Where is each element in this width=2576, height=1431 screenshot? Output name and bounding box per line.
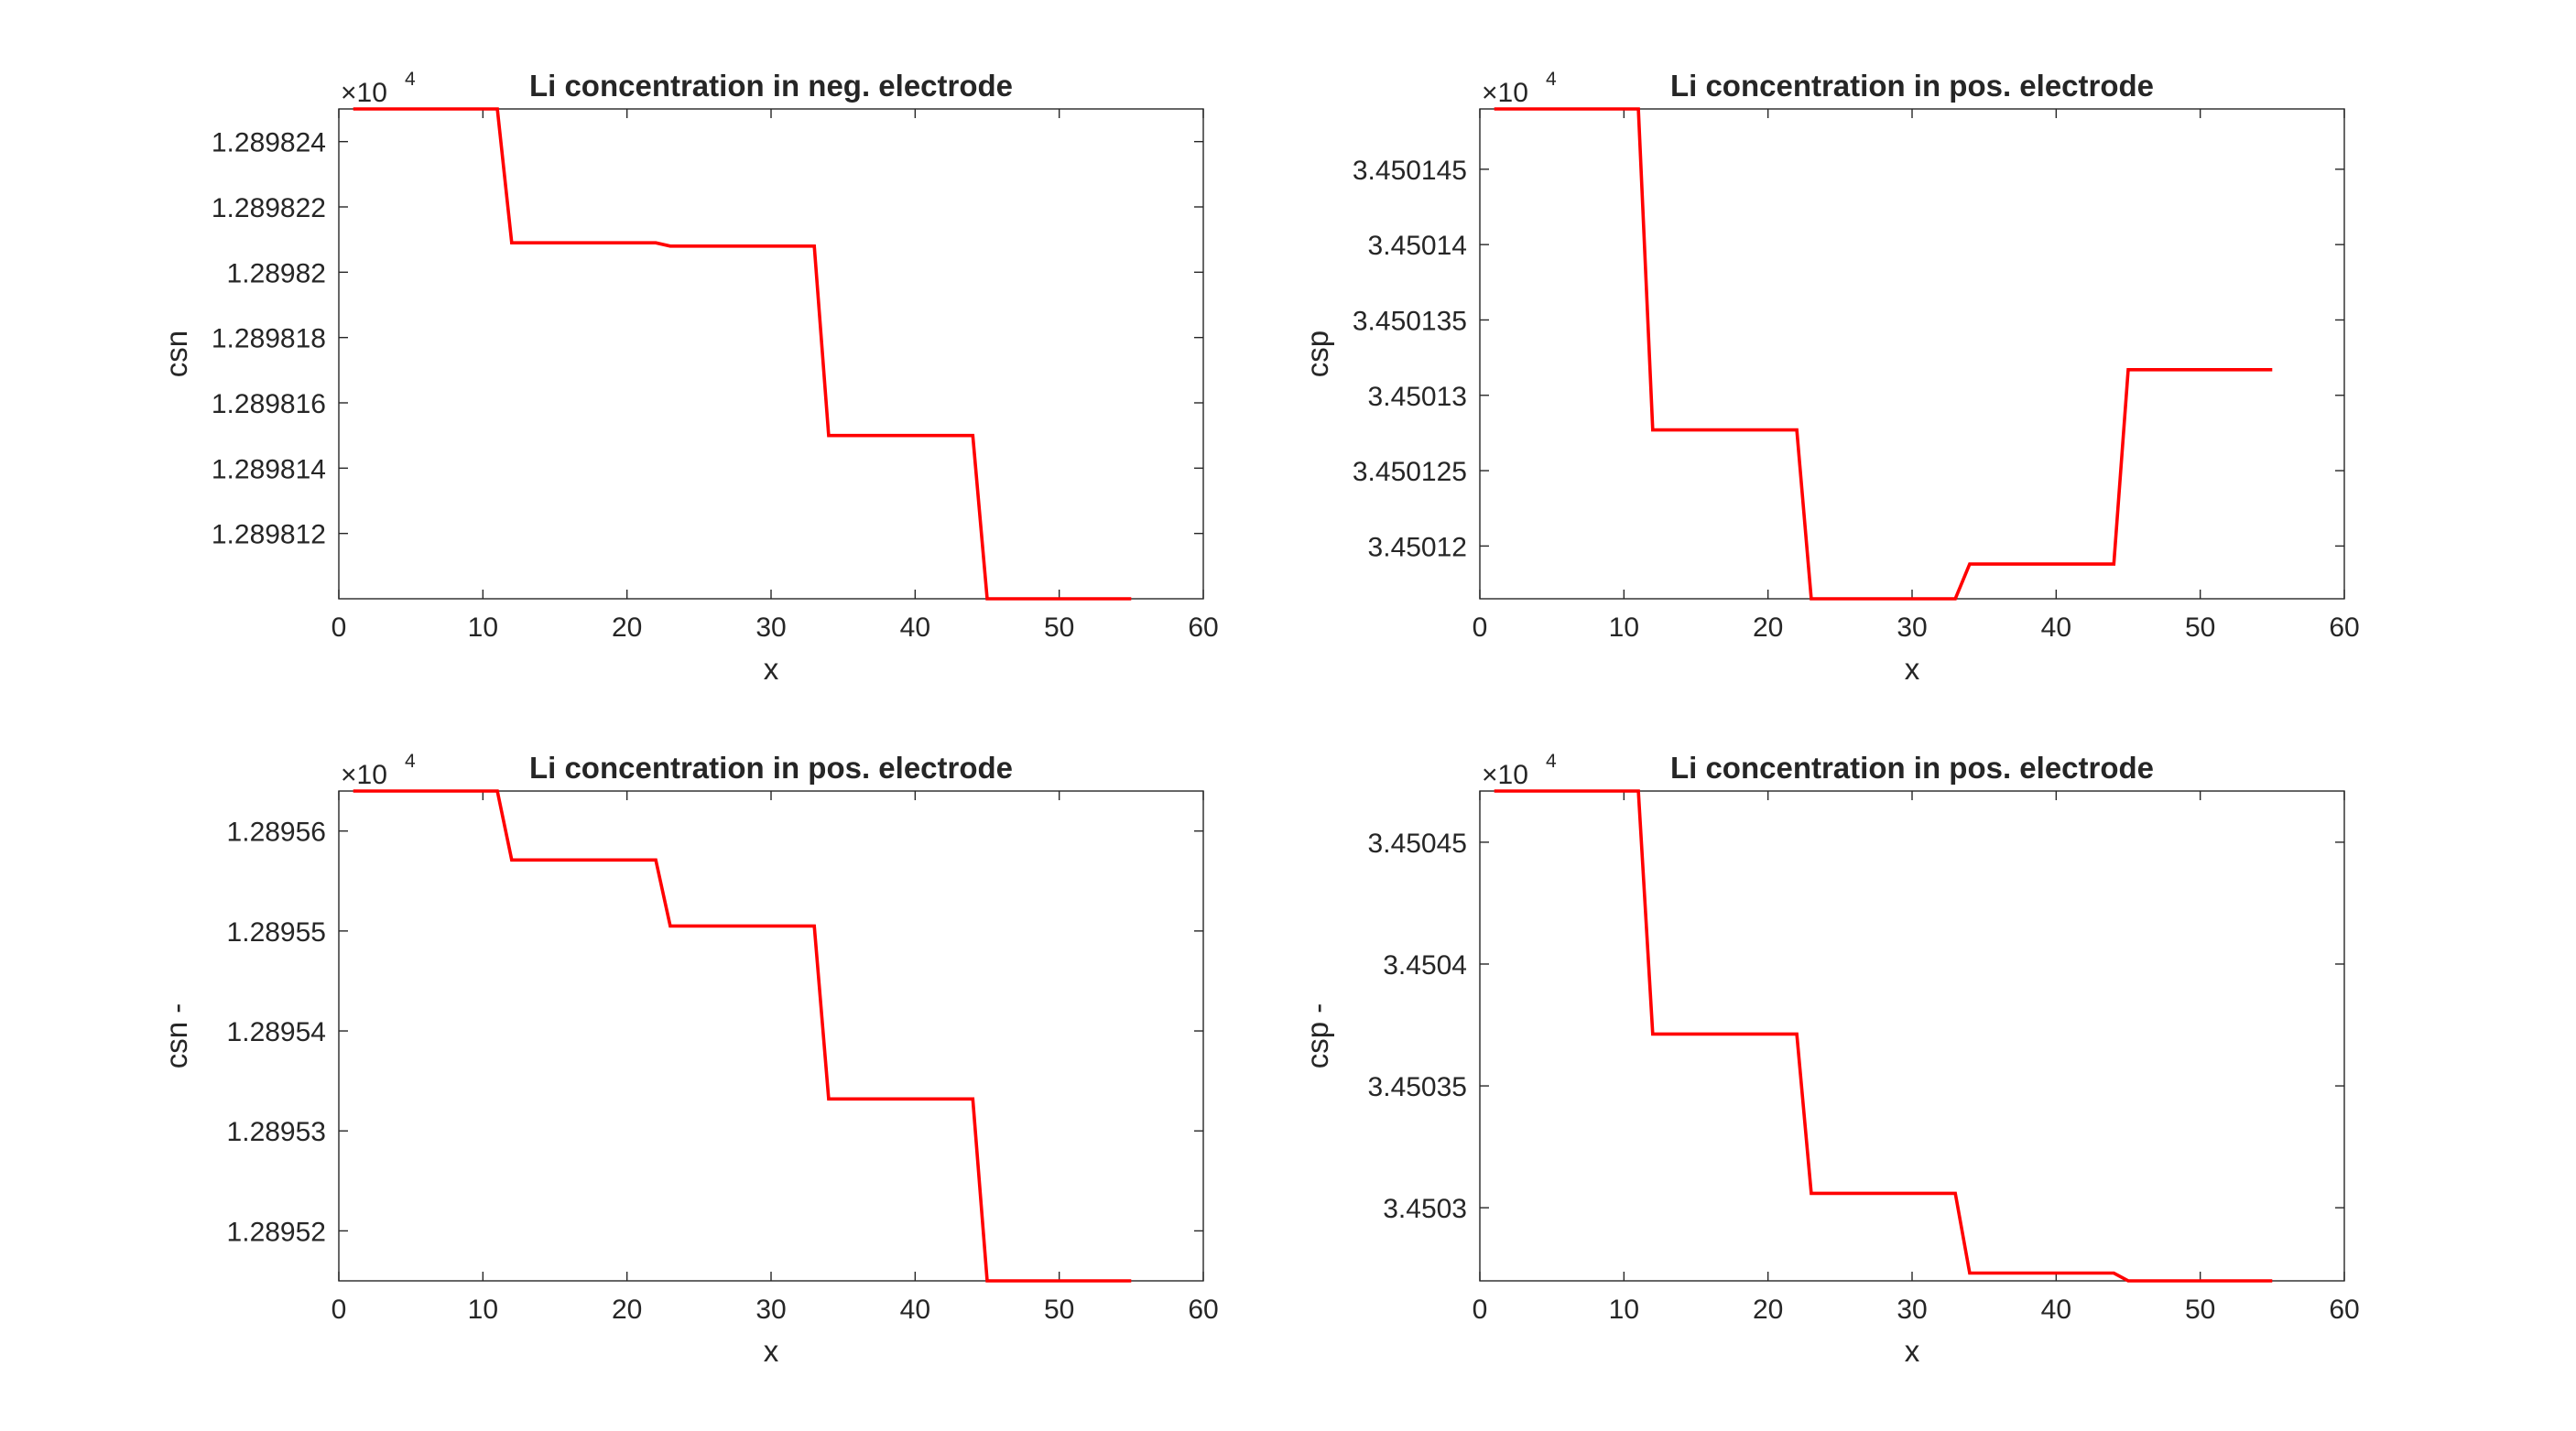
- subplot-4-multiplier-base: ×10: [1482, 760, 1528, 790]
- subplot-3-y-tick-label: 1.28956: [227, 818, 326, 848]
- subplot-1-x-tick-label: 50: [1044, 613, 1074, 643]
- subplot-2-x-tick-label: 30: [1897, 613, 1927, 643]
- subplot-1-x-tick-label: 60: [1188, 613, 1218, 643]
- subplot-1-y-tick-label: 1.289816: [212, 389, 326, 419]
- subplot-3: 0 10 20 30 40 50 60 1.28952 1.28953 1.28954 1.2895…: [159, 751, 1219, 1368]
- subplot-2-x-tick-label: 20: [1753, 613, 1783, 643]
- subplot-3-x-tick-label: 50: [1044, 1295, 1074, 1325]
- subplot-3-x-tick-label: 60: [1188, 1295, 1218, 1325]
- subplot-1-x-tick-label: 40: [900, 613, 930, 643]
- subplot-4: 0 10 20 30 40 50 60 3.4503 3.45035 3.4504 3.45045 L…: [1300, 751, 2360, 1368]
- subplot-3-series-line-1: [353, 789, 1132, 1283]
- subplot-3-y-tick-label: 1.28955: [227, 917, 326, 948]
- subplot-3-y-tick-label: 1.28954: [227, 1017, 326, 1047]
- subplot-1-series-line-1: [353, 107, 1132, 601]
- subplot-3-x-tick-label: 30: [755, 1295, 786, 1325]
- subplot-2-series-line-1: [1494, 107, 2273, 601]
- subplot-2-y-tick-label: 3.450135: [1353, 306, 1467, 336]
- subplot-2-multiplier-exponent: 4: [1546, 69, 1557, 90]
- subplot-4-x-tick-label: 50: [2185, 1295, 2215, 1325]
- subplot-2-x-tick-label: 40: [2041, 613, 2071, 643]
- subplot-1-x-tick-label: 30: [755, 613, 786, 643]
- subplot-4-x-tick-label: 0: [1473, 1295, 1488, 1325]
- subplot-1-x-axis-label: x: [764, 652, 779, 686]
- subplot-1-x-tick-label: 10: [468, 613, 498, 643]
- subplot-4-y-tick-label: 3.45045: [1368, 829, 1467, 859]
- subplot-4-y-axis-label: csp -: [1300, 1003, 1334, 1069]
- subplot-1-multiplier-exponent: 4: [405, 69, 416, 90]
- subplot-1: 0 10 20 30 40 50 60 1.289812 1.289814 1.289816 1.2…: [159, 69, 1219, 686]
- subplot-4-y-tick-label: 3.4504: [1383, 950, 1467, 981]
- subplot-1-multiplier-base: ×10: [341, 78, 387, 108]
- subplot-1-y-tick-label: 1.289822: [212, 193, 326, 223]
- subplot-2-x-axis-label: x: [1905, 652, 1920, 686]
- subplot-3-multiplier-exponent: 4: [405, 751, 416, 772]
- subplot-1-y-tick-label: 1.289824: [212, 128, 326, 158]
- subplot-2-x-tick-label: 10: [1609, 613, 1639, 643]
- subplot-2-y-axis-label: csp: [1300, 331, 1334, 377]
- subplot-1-y-tick-label: 1.289818: [212, 324, 326, 354]
- subplot-2-x-tick-label: 50: [2185, 613, 2215, 643]
- subplot-2-multiplier-base: ×10: [1482, 78, 1528, 108]
- subplot-4-multiplier-exponent: 4: [1546, 751, 1557, 772]
- subplot-3-y-axis-label: csn -: [159, 1003, 193, 1069]
- subplot-4-x-tick-label: 30: [1897, 1295, 1927, 1325]
- subplot-4-title: Li concentration in pos. electrode: [1670, 751, 2154, 785]
- subplot-3-x-tick-label: 20: [612, 1295, 642, 1325]
- subplot-2-y-tick-label: 3.45012: [1368, 532, 1467, 562]
- subplot-3-x-axis-label: x: [764, 1334, 779, 1368]
- subplot-2-y-tick-label: 3.450145: [1353, 156, 1467, 186]
- subplot-4-x-tick-label: 10: [1609, 1295, 1639, 1325]
- subplot-3-y-tick-label: 1.28953: [227, 1117, 326, 1147]
- subplot-4-y-tick-label: 3.45035: [1368, 1072, 1467, 1102]
- subplot-4-x-axis-label: x: [1905, 1334, 1920, 1368]
- subplot-3-x-tick-label: 0: [332, 1295, 347, 1325]
- subplot-2-y-tick-label: 3.45014: [1368, 231, 1467, 261]
- subplot-3-title: Li concentration in pos. electrode: [529, 751, 1013, 785]
- subplot-1-y-multiplier: ×10 4: [341, 69, 416, 108]
- subplot-3-multiplier-base: ×10: [341, 760, 387, 790]
- subplot-3-y-tick-label: 1.28952: [227, 1217, 326, 1247]
- subplot-3-x-tick-label: 40: [900, 1295, 930, 1325]
- subplot-3-y-multiplier: ×10 4: [341, 751, 416, 790]
- subplot-2-y-tick-label: 3.450125: [1353, 457, 1467, 487]
- subplot-1-y-axis-label: csn: [159, 331, 193, 377]
- subplot-3-x-tick-label: 10: [468, 1295, 498, 1325]
- subplot-4-x-tick-label: 40: [2041, 1295, 2071, 1325]
- subplot-1-title: Li concentration in neg. electrode: [529, 69, 1013, 103]
- axes-container: 0 10 20 30 40 50 601.2898121.2898141.2898161.2…: [159, 69, 2360, 1368]
- subplot-2-title: Li concentration in pos. electrode: [1670, 69, 2154, 103]
- subplot-2-y-tick-label: 3.45013: [1368, 382, 1467, 412]
- subplot-4-y-multiplier: ×10 4: [1482, 751, 1557, 790]
- subplot-2-y-multiplier: ×10 4: [1482, 69, 1557, 108]
- subplot-2-x-tick-label: 60: [2329, 613, 2359, 643]
- subplot-1-x-tick-label: 0: [332, 613, 347, 643]
- subplot-4-x-tick-label: 60: [2329, 1295, 2359, 1325]
- subplot-4-y-tick-label: 3.4503: [1383, 1194, 1467, 1224]
- subplot-1-y-tick-label: 1.28982: [227, 258, 326, 288]
- subplot-4-series-line-1: [1494, 789, 2273, 1283]
- subplot-1-y-tick-label: 1.289814: [212, 454, 326, 484]
- subplot-2-x-tick-label: 0: [1473, 613, 1488, 643]
- subplot-2: 0 10 20 30 40 50 60 3.45012 3.450125 3.45013 3.450…: [1300, 69, 2360, 686]
- subplot-1-y-tick-label: 1.289812: [212, 520, 326, 550]
- subplot-4-x-tick-label: 20: [1753, 1295, 1783, 1325]
- subplot-1-x-tick-label: 20: [612, 613, 642, 643]
